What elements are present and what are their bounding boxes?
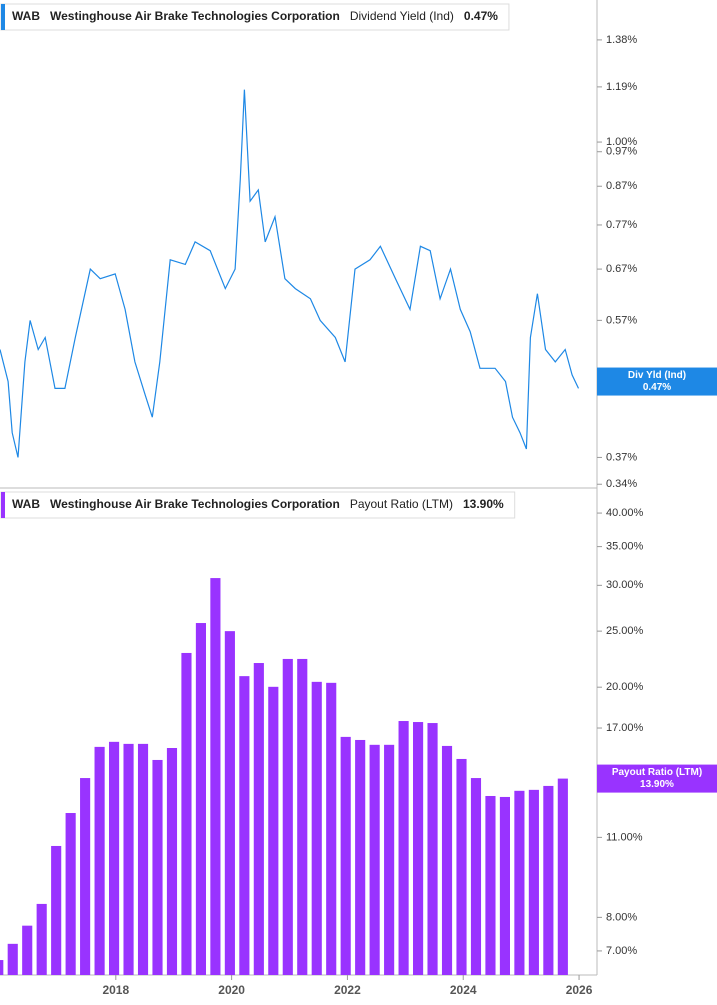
bar: [441, 745, 453, 975]
bar: [0, 960, 4, 975]
bar: [470, 778, 482, 975]
bar: [109, 741, 120, 975]
bar: [355, 739, 366, 975]
bar: [514, 790, 525, 975]
flag-name: Div Yld (Ind): [628, 370, 686, 381]
flag-value: 13.90%: [640, 779, 674, 790]
x-tick-label: 2024: [450, 983, 477, 997]
bar: [268, 686, 279, 975]
value-flag: [597, 764, 717, 793]
y-tick-label: 17.00%: [606, 722, 644, 734]
bar: [311, 681, 322, 975]
y-tick-label: 0.37%: [606, 451, 637, 463]
legend-header: WAB Westinghouse Air Brake Technologies C…: [0, 491, 516, 519]
plot-area: [0, 89, 580, 458]
y-tick-label: 0.97%: [606, 146, 637, 158]
bar: [369, 744, 380, 975]
bar: [36, 903, 47, 975]
bar: [485, 795, 496, 975]
y-tick-label: 20.00%: [606, 681, 644, 693]
y-tick-label: 7.00%: [606, 945, 637, 957]
bar: [7, 943, 18, 975]
plot-area: [0, 578, 568, 975]
bar: [94, 746, 105, 975]
y-tick-label: 11.00%: [606, 831, 643, 843]
y-tick-label: 40.00%: [606, 507, 644, 519]
bar: [557, 778, 568, 975]
header-current-label: 0.47%: [464, 9, 498, 23]
bar: [384, 744, 395, 975]
bar: [326, 682, 337, 975]
flag-value: 0.47%: [643, 382, 671, 393]
y-tick-label: 0.77%: [606, 219, 637, 231]
bar: [297, 658, 308, 975]
header-stripe: [1, 4, 5, 30]
y-tick-label: 30.00%: [606, 579, 644, 591]
y-tick-label: 1.19%: [606, 81, 637, 93]
line-series: [0, 89, 580, 458]
bar: [543, 785, 554, 975]
x-tick-label: 2018: [102, 983, 129, 997]
header-stripe: [1, 492, 5, 518]
bar: [22, 925, 33, 975]
y-tick-label: 0.87%: [606, 180, 637, 192]
bar: [137, 743, 149, 975]
header-company: Westinghouse Air Brake Technologies Corp…: [50, 497, 340, 511]
header-ticker: WAB: [12, 497, 40, 511]
x-tick-label: 2020: [218, 983, 245, 997]
header-metric: Payout Ratio (LTM): [350, 497, 453, 511]
flag-name: Payout Ratio (LTM): [612, 767, 702, 778]
header-metric: Dividend Yield (Ind): [350, 9, 454, 23]
bar: [51, 845, 62, 975]
y-tick-label: 0.34%: [606, 478, 637, 490]
bar: [224, 631, 235, 975]
y-tick-label: 0.67%: [606, 263, 637, 275]
y-tick-label: 8.00%: [606, 911, 637, 923]
bar: [123, 743, 134, 975]
y-tick-label: 35.00%: [606, 541, 644, 553]
bar: [499, 796, 510, 975]
bar: [398, 721, 409, 975]
y-tick-label: 0.57%: [606, 314, 637, 326]
header-box: [0, 3, 510, 31]
x-tick-label: 2022: [334, 983, 361, 997]
header-current-label: 13.90%: [463, 497, 504, 511]
bar: [282, 658, 293, 975]
bar: [166, 748, 178, 975]
y-tick-label: 1.38%: [606, 34, 637, 46]
legend-header: WAB Westinghouse Air Brake Technologies C…: [0, 3, 510, 31]
bar: [210, 578, 221, 975]
bar: [456, 758, 467, 975]
header-box: [0, 491, 516, 519]
bar: [340, 736, 351, 975]
y-tick-label: 1.00%: [606, 136, 637, 148]
bar: [253, 663, 264, 975]
value-flag: [597, 367, 717, 396]
bar: [181, 652, 192, 975]
bar: [427, 723, 438, 975]
bar: [80, 778, 91, 975]
bar: [152, 759, 163, 975]
bar: [413, 722, 424, 975]
bar: [195, 623, 206, 975]
y-tick-label: 25.00%: [606, 625, 644, 637]
x-tick-label: 2026: [566, 983, 593, 997]
bar: [239, 676, 250, 975]
bar: [65, 813, 76, 975]
bar: [528, 789, 539, 975]
header-ticker: WAB: [12, 9, 40, 23]
header-company: Westinghouse Air Brake Technologies Corp…: [50, 9, 340, 23]
